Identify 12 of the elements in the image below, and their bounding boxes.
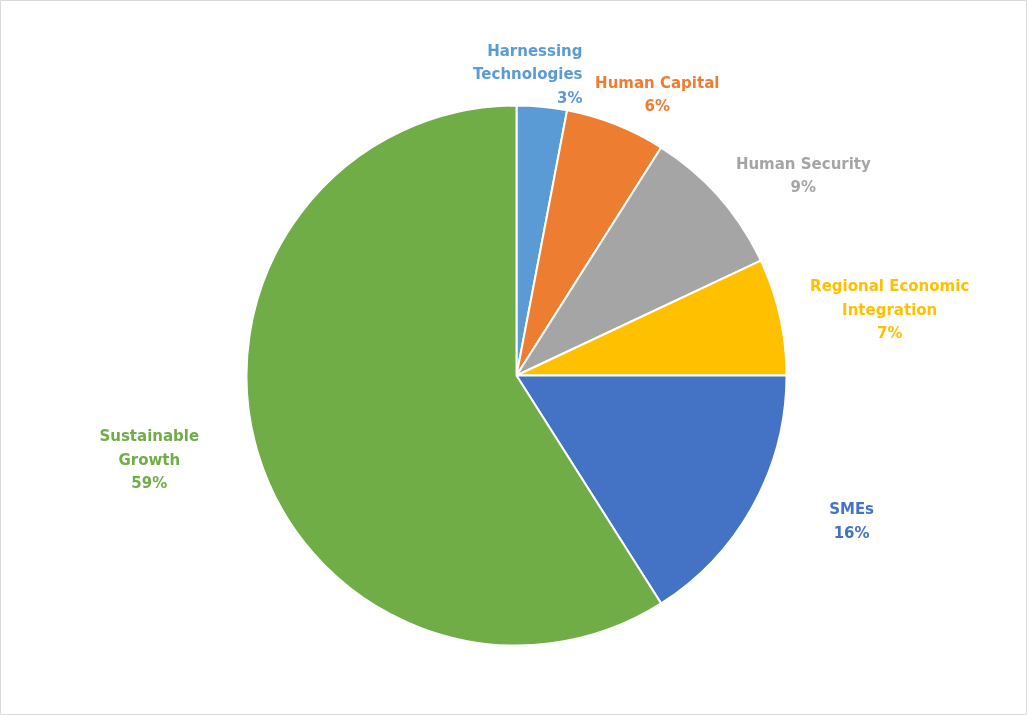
slice-label: SMEs <box>829 500 875 519</box>
slice-label: Sustainable Growth <box>99 427 200 469</box>
data-label: 3% <box>557 88 583 107</box>
slice-label: Harnessing Technologies <box>473 42 583 84</box>
slice-label: Regional Economic Integration <box>810 277 970 319</box>
slice-label: Human Security <box>735 154 872 173</box>
data-label: 59% <box>131 474 168 493</box>
data-label: 9% <box>790 178 817 197</box>
data-label: 7% <box>876 323 903 342</box>
slice-label: Human Capital <box>595 73 720 92</box>
data-label: 16% <box>833 523 870 542</box>
data-label: 6% <box>644 97 671 116</box>
